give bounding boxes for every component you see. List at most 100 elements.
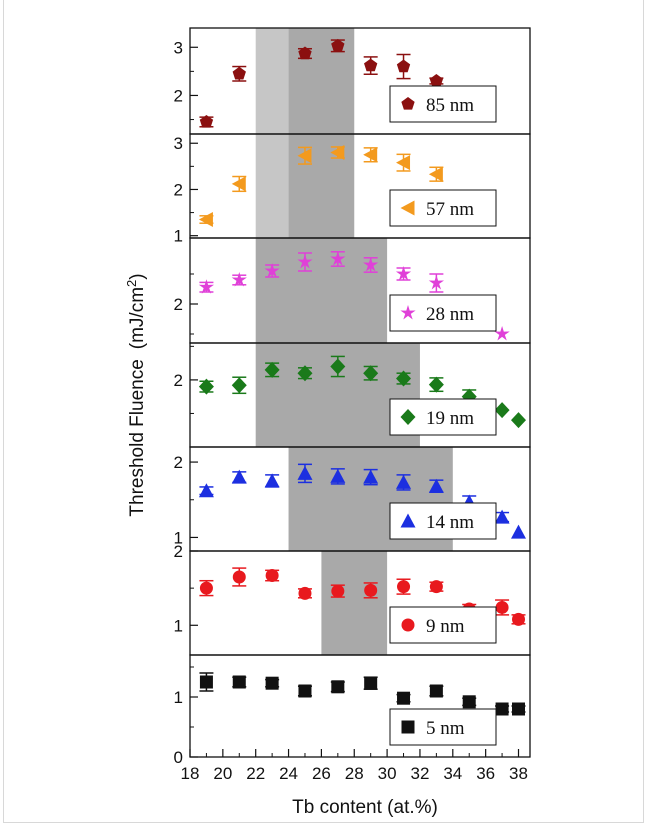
panel-14nm-legend-label: 14 nm [426,512,474,533]
panel-14nm-point-9 [494,509,510,524]
panel-85nm-ytick-label-1: 3 [174,38,183,57]
xtick-label-2: 22 [246,764,265,783]
panel-85nm-point-4 [364,58,378,72]
y-axis-title-unit: (mJ/cm [127,287,148,349]
panel-9nm-point-9 [495,600,509,614]
panel-14nm-point-1 [231,469,247,484]
panel-28nm-point-5 [363,257,379,272]
panel-9nm: 9 nm [199,567,526,644]
panel-14nm-ytick-label-0: 1 [174,528,183,547]
panel-5nm-point-4 [331,680,345,694]
panel-28nm: 28 nm [198,251,510,341]
panel-9nm-point-6 [397,580,411,594]
panel-14nm-legend-marker [400,513,416,528]
panel-9nm-point-5 [364,583,378,597]
figure-frame [3,0,644,823]
panel-85nm-ytick-label-0: 2 [174,86,183,105]
panel-5nm-point-0 [199,675,213,689]
panel-57nm-legend-marker [400,200,415,216]
panel-28nm-legend-label: 28 nm [426,304,474,325]
panel-28nm-point-6 [395,266,412,281]
panel-19nm: 19 nm [198,355,527,436]
panel-57nm-point-6 [428,166,443,182]
panel-57nm-ytick-label-0: 1 [174,227,183,246]
panel-14nm-point-10 [511,524,527,539]
panel-14nm-point-5 [363,469,379,484]
panel-57nm-legend-label: 57 nm [426,199,474,220]
panel-5nm-legend-marker [401,720,415,734]
panel-85nm-point-2 [298,46,312,60]
xtick-label-1: 20 [213,764,232,783]
panel-28nm-legend-marker [400,305,416,320]
panel-57nm-point-4 [363,147,378,163]
panel-9nm-point-1 [232,570,246,584]
panel-28nm-point-9 [494,326,510,341]
panel-85nm: 85 nm [199,38,497,128]
panel-14nm-ytick-label-1: 2 [174,453,183,472]
panel-19nm-point-10 [511,412,527,429]
panel-57nm-point-2 [297,148,312,164]
y-axis-title-close: ) [127,273,148,279]
panel-5nm-ytick-label-0: 0 [174,748,183,767]
xtick-label-10: 38 [509,764,528,783]
panel-9nm-point-2 [265,569,279,583]
panel-19nm-point-5 [363,365,379,382]
panel-19nm-point-1 [231,377,247,394]
panel-5nm-legend-label: 5 nm [426,718,465,739]
panel-9nm-point-3 [298,586,312,600]
panel-85nm-point-1 [232,66,246,80]
panel-9nm-ytick-label-1: 2 [174,542,183,561]
xtick-label-3: 24 [279,764,298,783]
panel-19nm-point-7 [428,376,444,393]
panel-57nm-point-5 [396,155,411,171]
panel-19nm-point-0 [198,378,214,395]
panel-14nm-point-6 [396,474,412,489]
panel-5nm-point-1 [232,675,246,689]
panel-9nm-point-10 [512,612,526,626]
panel-57nm-point-0 [198,212,213,228]
panel-9nm-legend-marker [401,618,415,632]
panel-19nm-ytick-label-0: 2 [174,371,183,390]
panel-85nm-shaded-region-0 [255,28,289,134]
xtick-label-8: 34 [443,764,462,783]
panel-9nm-point-7 [429,580,443,594]
panel-28nm-point-4 [330,251,346,266]
panel-19nm-point-4 [330,358,346,375]
xtick-label-4: 26 [312,764,331,783]
panel-5nm-point-10 [512,702,526,716]
panel-57nm-shaded-region-1 [288,134,355,238]
panel-57nm-ytick-label-1: 2 [174,180,183,199]
panel-9nm-point-4 [331,584,345,598]
panel-5nm-point-3 [298,684,312,698]
panel-14nm: 14 nm [198,463,527,540]
panels-layer: 85 nm 57 nm 28 nm 19 nm 14 nm 9 nm 5 nm [198,38,527,746]
y-axis-title-superscript: 2 [124,280,139,287]
panel-5nm-point-9 [495,702,509,716]
panel-9nm-legend-label: 9 nm [426,616,465,637]
panel-28nm-point-0 [198,279,215,294]
panel-5nm-point-6 [397,691,411,705]
xtick-label-6: 30 [378,764,397,783]
panel-28nm-point-3 [297,254,313,269]
panel-5nm: 5 nm [199,672,526,746]
panel-5nm-point-5 [364,676,378,690]
panel-19nm-legend-marker [400,409,416,425]
xtick-label-5: 28 [345,764,364,783]
panel-85nm-point-6 [429,74,444,87]
panel-85nm-point-3 [331,38,345,52]
panel-28nm-ytick-label-0: 2 [174,295,183,314]
panel-19nm-point-3 [297,365,313,382]
panel-28nm-point-1 [231,272,247,287]
panel-5nm-ytick-label-1: 1 [174,688,183,707]
panel-85nm-point-5 [396,59,411,73]
panel-19nm-point-2 [264,361,280,378]
xtick-label-7: 32 [410,764,429,783]
panel-85nm-point-0 [199,114,214,128]
xtick-label-0: 18 [181,764,200,783]
panel-5nm-frame [189,654,531,758]
panel-57nm-ytick-label-2: 3 [174,134,183,153]
panel-19nm-legend-label: 19 nm [426,408,474,429]
panel-14nm-point-2 [264,473,280,488]
